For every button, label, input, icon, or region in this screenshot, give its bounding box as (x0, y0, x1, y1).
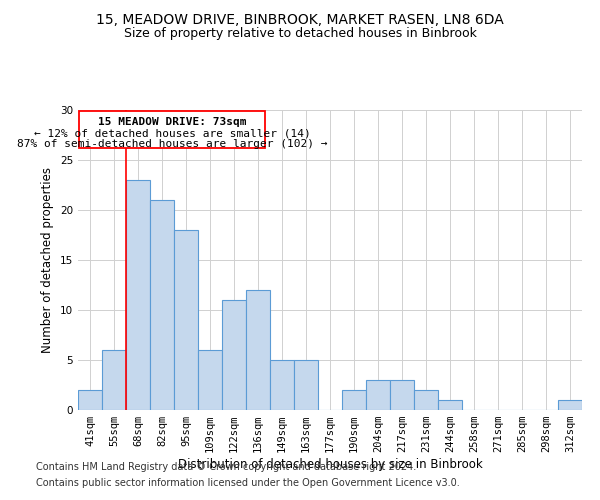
Text: Contains HM Land Registry data © Crown copyright and database right 2024.: Contains HM Land Registry data © Crown c… (36, 462, 416, 472)
Text: ← 12% of detached houses are smaller (14): ← 12% of detached houses are smaller (14… (34, 128, 311, 138)
Text: Size of property relative to detached houses in Binbrook: Size of property relative to detached ho… (124, 28, 476, 40)
Y-axis label: Number of detached properties: Number of detached properties (41, 167, 55, 353)
Bar (270, 360, 294, 410)
Bar (390, 380, 414, 410)
Bar (294, 360, 318, 410)
Bar (246, 290, 270, 410)
X-axis label: Distribution of detached houses by size in Binbrook: Distribution of detached houses by size … (178, 458, 482, 471)
Text: 15, MEADOW DRIVE, BINBROOK, MARKET RASEN, LN8 6DA: 15, MEADOW DRIVE, BINBROOK, MARKET RASEN… (96, 12, 504, 26)
Bar (438, 400, 462, 410)
Text: 15 MEADOW DRIVE: 73sqm: 15 MEADOW DRIVE: 73sqm (98, 117, 247, 127)
Bar (79, 112, 265, 148)
Bar (558, 400, 582, 410)
Bar (366, 380, 390, 410)
Bar (174, 230, 198, 410)
Bar (150, 200, 174, 410)
Text: Contains public sector information licensed under the Open Government Licence v3: Contains public sector information licen… (36, 478, 460, 488)
Bar (102, 350, 126, 410)
Bar (222, 300, 246, 410)
Bar (342, 390, 366, 410)
Bar (126, 180, 150, 410)
Bar (198, 350, 222, 410)
Bar (414, 390, 438, 410)
Text: 87% of semi-detached houses are larger (102) →: 87% of semi-detached houses are larger (… (17, 139, 328, 149)
Bar (78, 390, 102, 410)
